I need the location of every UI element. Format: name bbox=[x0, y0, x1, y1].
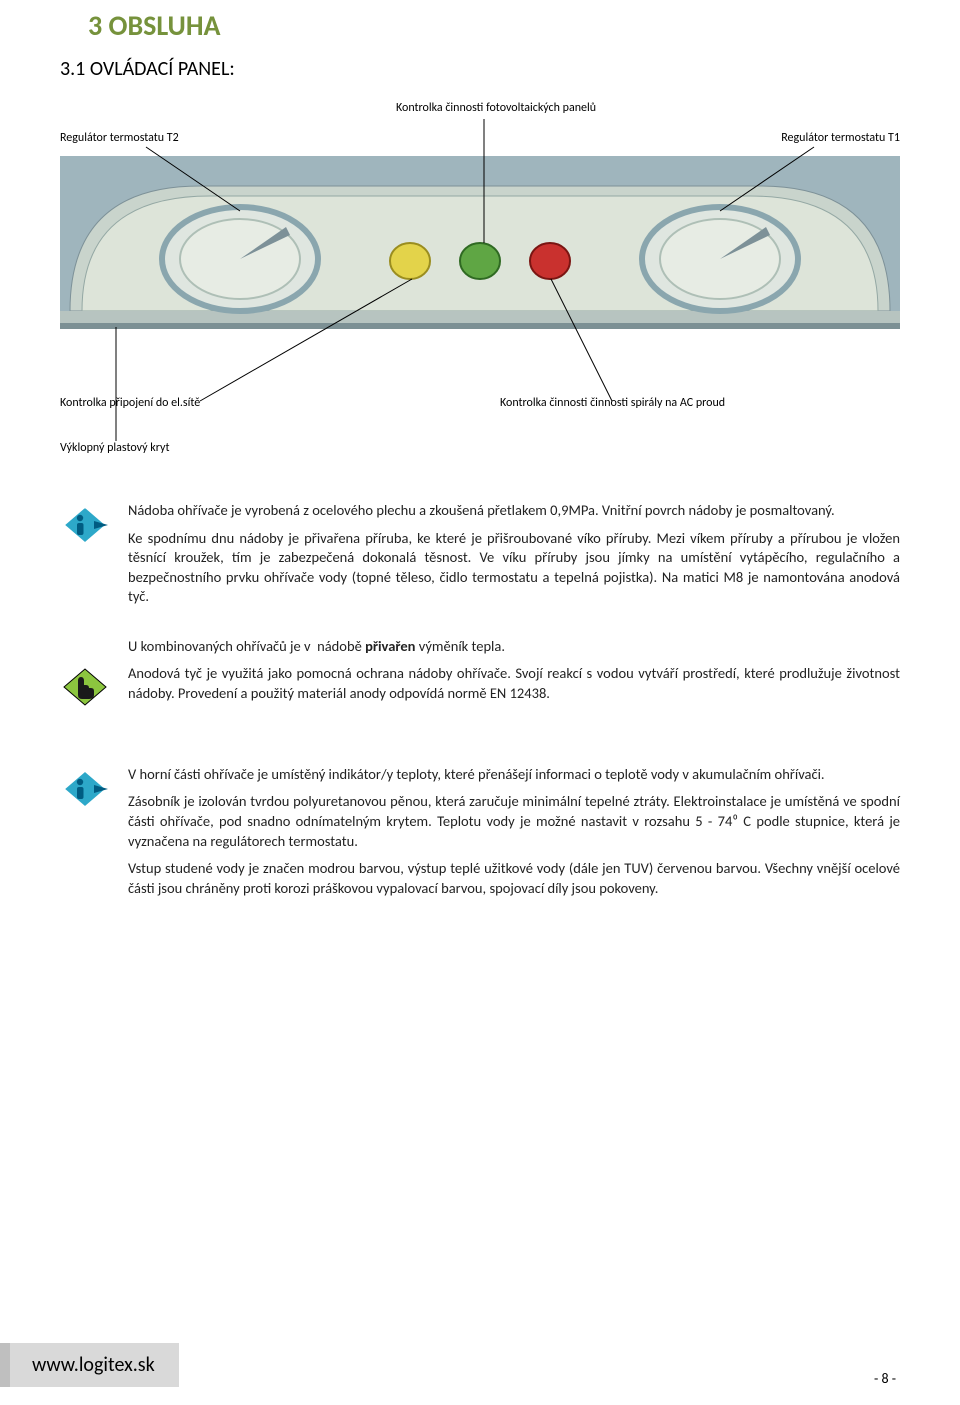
dial-t1 bbox=[642, 207, 798, 311]
block2-p2: Anodová tyč je využitá jako pomocná ochr… bbox=[128, 664, 900, 703]
label-top-right: Regulátor termostatu T1 bbox=[781, 131, 900, 145]
chapter-title: 3 OBSLUHA bbox=[88, 8, 900, 43]
block3-p1: V horní části ohřívače je umístěný indik… bbox=[128, 765, 900, 785]
block3-p2: Zásobník je izolován tvrdou polyuretanov… bbox=[128, 792, 900, 851]
section-title: 3.1 OVLÁDACÍ PANEL: bbox=[60, 57, 900, 81]
footer-link: www.logitex.sk bbox=[0, 1343, 179, 1387]
label-top-left: Regulátor termostatu T2 bbox=[60, 131, 179, 145]
info-block-1: Nádoba ohřívače je vyrobená z ocelového … bbox=[60, 501, 900, 615]
label-bottom-right: Kontrolka činnosti činnosti spirály na A… bbox=[500, 396, 725, 410]
info-icon bbox=[60, 767, 110, 811]
page-footer: www.logitex.sk - 8 - bbox=[0, 1343, 960, 1387]
attention-icon bbox=[60, 665, 110, 709]
info-icon bbox=[60, 503, 110, 547]
block2-p1: U kombinovaných ohřívačů je v nádobě při… bbox=[128, 637, 900, 657]
label-bottom-left: Kontrolka připojení do el.sítě bbox=[60, 396, 200, 410]
control-panel-diagram: Kontrolka činnosti fotovoltaických panel… bbox=[60, 101, 900, 461]
dial-t2 bbox=[162, 207, 318, 311]
info-block-2: U kombinovaných ohřívačů je v nádobě při… bbox=[60, 637, 900, 713]
led-red bbox=[530, 243, 570, 279]
block1-p2: Ke spodnímu dnu nádoby je přivařena přír… bbox=[128, 529, 900, 607]
block3-p3: Vstup studené vody je značen modrou barv… bbox=[128, 859, 900, 898]
led-green bbox=[460, 243, 500, 279]
info-block-3: V horní části ohřívače je umístěný indik… bbox=[60, 765, 900, 906]
led-yellow bbox=[390, 243, 430, 279]
label-top-center: Kontrolka činnosti fotovoltaických panel… bbox=[396, 101, 596, 115]
block1-p1: Nádoba ohřívače je vyrobená z ocelového … bbox=[128, 501, 900, 521]
footer-page-number: - 8 - bbox=[874, 1370, 896, 1387]
label-bottom-far-left: Výklopný plastový kryt bbox=[60, 441, 170, 455]
